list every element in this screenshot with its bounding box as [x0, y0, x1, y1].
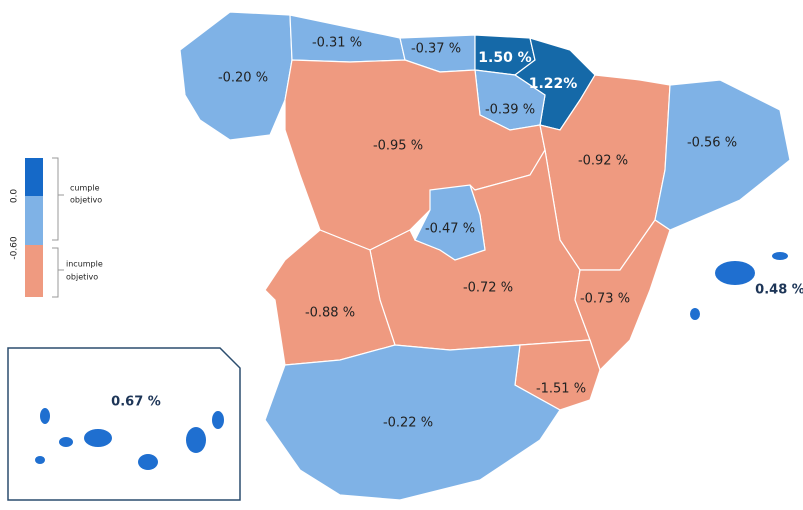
legend-label: objetivo — [70, 196, 102, 205]
andalucia — [264, 344, 561, 501]
region-label: -0.88 % — [305, 306, 355, 321]
valencia — [574, 219, 671, 372]
cataluna — [654, 79, 791, 231]
region-label: -0.56 % — [687, 136, 737, 151]
canarias-inset — [7, 347, 241, 501]
region-label: -0.20 % — [218, 71, 268, 86]
island — [212, 411, 224, 429]
madrid — [414, 184, 486, 261]
region-label: 0.67 % — [111, 395, 161, 410]
island — [35, 456, 45, 464]
region-label: -0.47 % — [425, 222, 475, 237]
region-label: 0.48 % — [755, 283, 803, 298]
legend-label: objetivo — [66, 273, 98, 282]
island — [186, 427, 206, 453]
region-label: -0.73 % — [580, 292, 630, 307]
region-label: 1.22% — [529, 76, 578, 92]
legend-swatch — [25, 245, 43, 297]
region-label: -0.92 % — [578, 154, 628, 169]
legend-bracket — [52, 157, 64, 298]
island — [40, 408, 50, 424]
island — [84, 429, 112, 447]
legend-swatch — [25, 158, 43, 196]
legend-tick: 0.0 — [10, 189, 20, 204]
region-label: -0.31 % — [312, 36, 362, 51]
legend-label: incumple — [66, 260, 103, 269]
mallorca — [715, 261, 755, 285]
island — [59, 437, 73, 447]
island — [138, 454, 158, 470]
region-label: -0.39 % — [485, 103, 535, 118]
legend-tick: -0.60 — [10, 236, 20, 260]
legend-label: cumple — [70, 184, 100, 193]
galicia — [179, 11, 293, 141]
region-label: -0.95 % — [373, 139, 423, 154]
region-label: -0.22 % — [383, 416, 433, 431]
region-label: -0.72 % — [463, 281, 513, 296]
region-label: 1.50 % — [478, 50, 531, 66]
menorca — [772, 252, 788, 260]
ibiza — [690, 308, 700, 320]
region-label: -1.51 % — [536, 382, 586, 397]
legend-swatch — [25, 196, 43, 245]
region-label: -0.37 % — [411, 42, 461, 57]
